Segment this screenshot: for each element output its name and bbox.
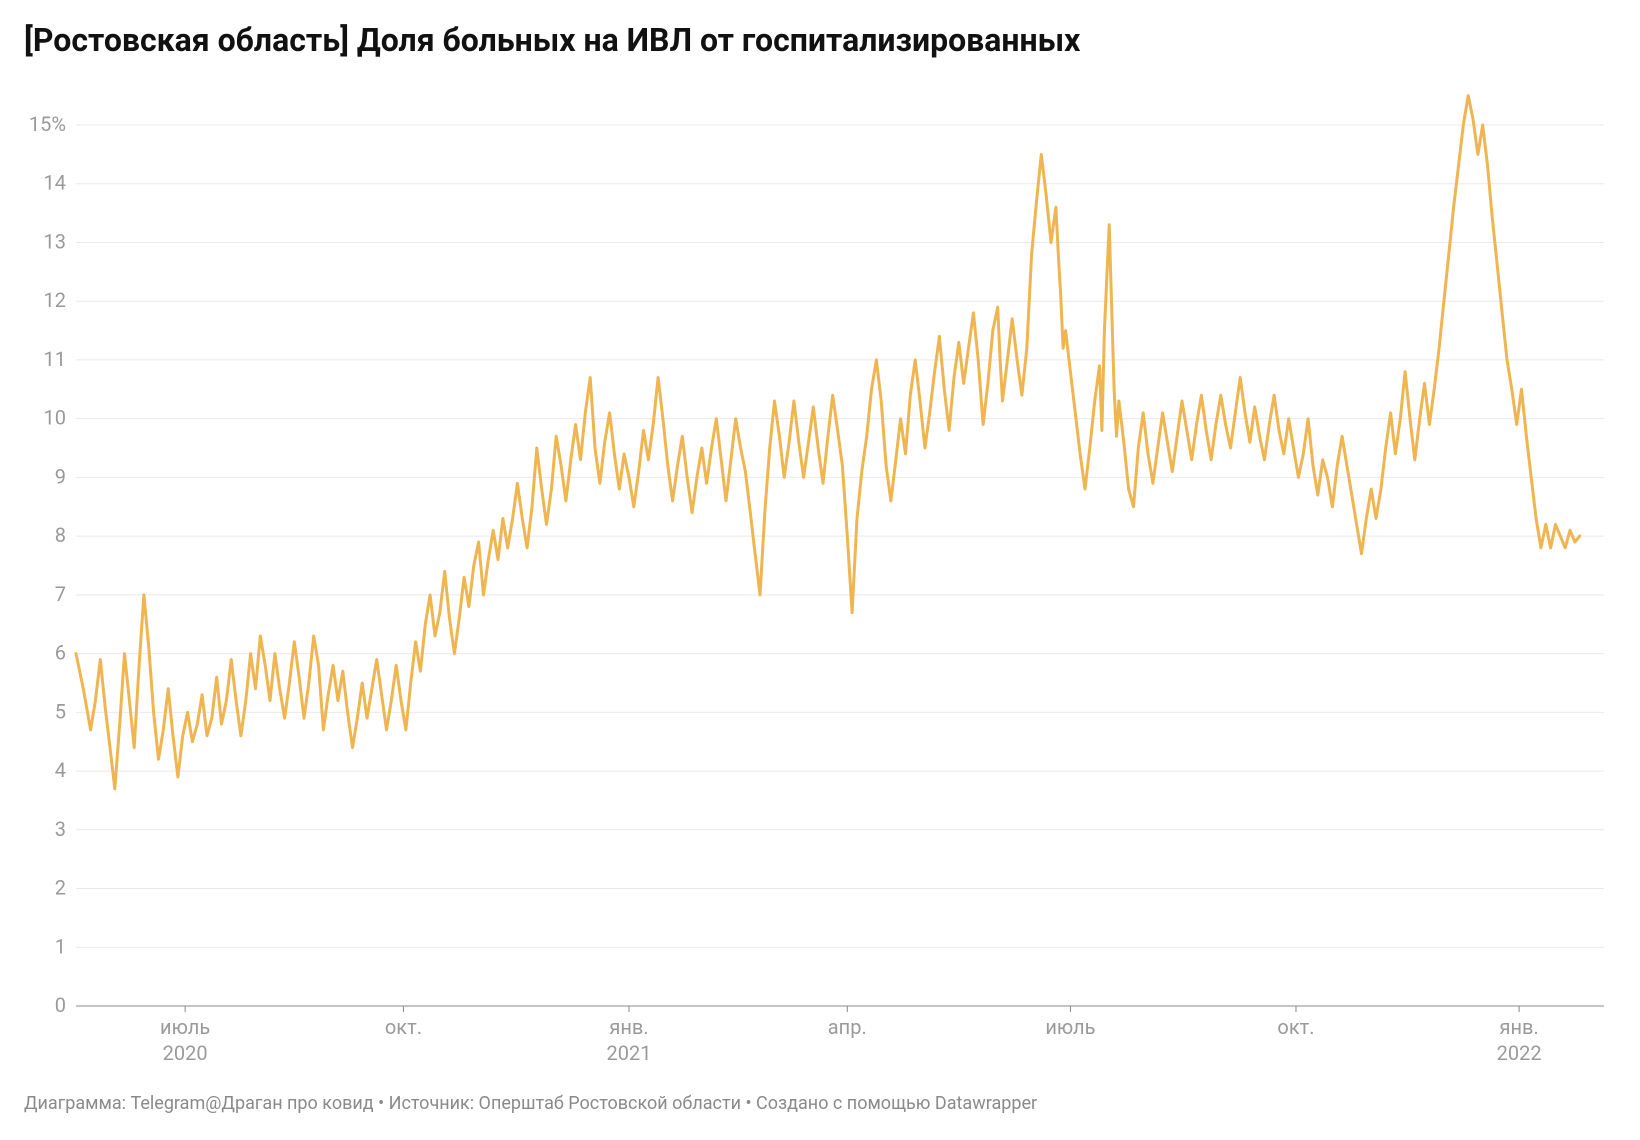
y-tick-label: 15% xyxy=(29,112,66,136)
series-line xyxy=(76,96,1580,789)
y-tick-label: 9 xyxy=(55,464,66,488)
x-tick-year: 2022 xyxy=(1497,1041,1542,1065)
y-tick-label: 8 xyxy=(55,523,66,547)
x-tick-month: июль xyxy=(160,1015,210,1039)
x-tick-month: июль xyxy=(1045,1015,1095,1039)
x-tick-month: окт. xyxy=(385,1015,422,1039)
x-tick-month: окт. xyxy=(1277,1015,1314,1039)
y-tick-label: 6 xyxy=(55,641,66,665)
chart-footer: Диаграмма: Telegram@Драган про ковид • И… xyxy=(24,1092,1616,1115)
y-tick-label: 2 xyxy=(55,876,66,900)
y-tick-label: 11 xyxy=(44,347,66,371)
x-tick-month: янв. xyxy=(1500,1015,1539,1039)
y-tick-label: 12 xyxy=(44,288,66,312)
y-tick-label: 7 xyxy=(55,582,66,606)
y-tick-label: 14 xyxy=(44,171,66,195)
y-tick-label: 10 xyxy=(44,406,66,430)
chart-plot-area: 0123456789101112131415%июль2020окт.янв.2… xyxy=(24,68,1616,1078)
x-tick-year: 2020 xyxy=(163,1041,208,1065)
y-tick-label: 3 xyxy=(55,817,66,841)
line-chart-svg: 0123456789101112131415%июль2020окт.янв.2… xyxy=(24,68,1616,1078)
chart-title: [Ростовская область] Доля больных на ИВЛ… xyxy=(24,20,1616,60)
y-tick-label: 5 xyxy=(55,699,66,723)
x-tick-month: янв. xyxy=(609,1015,648,1039)
x-tick-month: апр. xyxy=(828,1015,867,1039)
y-tick-label: 1 xyxy=(55,934,66,958)
y-tick-label: 0 xyxy=(55,993,66,1017)
y-tick-label: 4 xyxy=(55,758,66,782)
x-tick-year: 2021 xyxy=(607,1041,652,1065)
y-tick-label: 13 xyxy=(44,229,66,253)
